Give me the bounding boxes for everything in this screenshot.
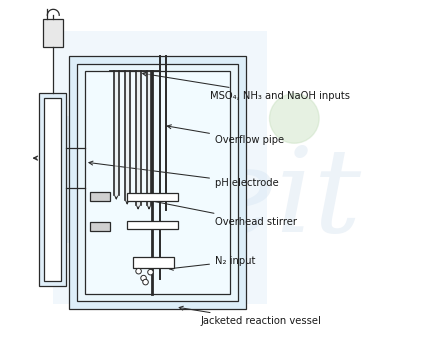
FancyBboxPatch shape: [69, 56, 246, 309]
Circle shape: [136, 269, 141, 274]
FancyBboxPatch shape: [127, 221, 178, 228]
Text: MSO₄, NH₃ and NaOH inputs: MSO₄, NH₃ and NaOH inputs: [143, 72, 350, 100]
FancyBboxPatch shape: [85, 71, 230, 294]
Text: pH electrode: pH electrode: [89, 161, 279, 188]
Text: Jacketed reaction vessel: Jacketed reaction vessel: [179, 306, 321, 326]
FancyBboxPatch shape: [43, 19, 63, 47]
Text: N₂ input: N₂ input: [169, 256, 255, 270]
FancyBboxPatch shape: [90, 192, 110, 201]
FancyBboxPatch shape: [90, 222, 110, 230]
Circle shape: [270, 94, 319, 143]
Circle shape: [141, 275, 146, 281]
FancyBboxPatch shape: [127, 193, 178, 201]
Circle shape: [148, 269, 153, 275]
FancyBboxPatch shape: [133, 257, 174, 268]
FancyBboxPatch shape: [77, 64, 238, 301]
Text: K: K: [33, 110, 184, 279]
FancyBboxPatch shape: [39, 93, 66, 286]
Text: Overhead stirrer: Overhead stirrer: [135, 197, 297, 227]
FancyBboxPatch shape: [44, 98, 61, 281]
Text: eit: eit: [207, 142, 362, 257]
FancyBboxPatch shape: [53, 31, 267, 304]
Circle shape: [143, 279, 148, 285]
Text: Overflow pipe: Overflow pipe: [167, 125, 284, 145]
